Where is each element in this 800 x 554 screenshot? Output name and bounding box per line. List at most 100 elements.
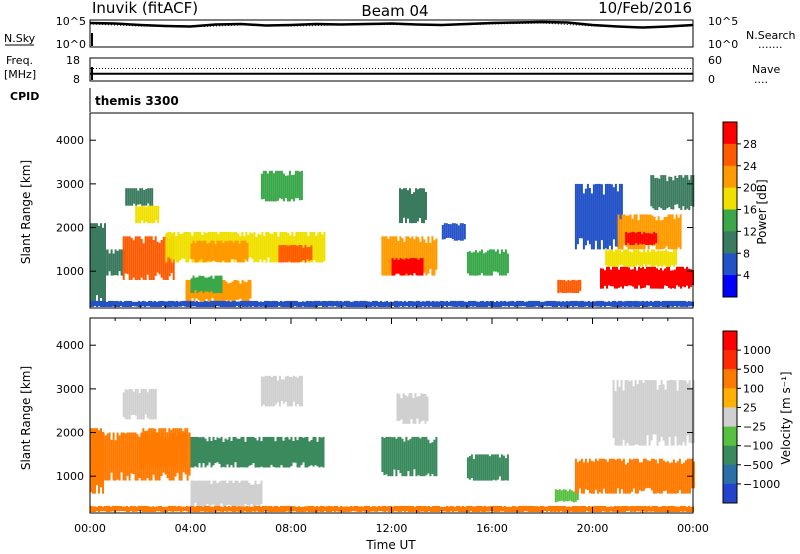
power-cell (228, 301, 230, 307)
power-cell (494, 302, 496, 307)
power-cell (110, 300, 112, 307)
velocity-cell (684, 460, 687, 494)
power-cell (383, 236, 386, 276)
power-cell (202, 275, 205, 293)
power-cell (133, 188, 136, 204)
velocity-cell (260, 441, 263, 467)
power-cell (292, 245, 295, 263)
power-cell (646, 266, 648, 286)
power-cell (262, 170, 265, 199)
power-cell (118, 249, 121, 272)
power-cell (435, 238, 438, 270)
velocity-cell (314, 436, 317, 466)
velocity-cell (638, 380, 641, 446)
velocity-cell (148, 389, 151, 420)
velocity-cell (404, 395, 407, 424)
velocity-cell (568, 506, 570, 512)
velocity-cell (276, 380, 279, 403)
velocity-cell (162, 428, 165, 468)
velocity-cell (431, 442, 434, 474)
velocity-cell (298, 436, 301, 468)
velocity-cell (140, 433, 143, 468)
power-cell (500, 249, 503, 276)
power-cell (442, 301, 444, 307)
power-cell (629, 232, 632, 245)
power-cell (664, 268, 666, 286)
power-cell (407, 236, 410, 276)
freq-panel-frame (89, 57, 694, 82)
power-cell (676, 178, 679, 205)
power-cell (660, 175, 663, 209)
velocity-region-0 (90, 428, 104, 494)
power-cell (643, 249, 646, 265)
velocity-cell (622, 390, 625, 440)
velocity-cell (460, 506, 462, 512)
power-cell (663, 251, 666, 266)
power-cell (610, 301, 612, 307)
power-cell (682, 266, 684, 287)
freq-left-tick-top: 18 (66, 54, 80, 67)
power-cell (569, 280, 572, 293)
power-cell (611, 249, 614, 267)
velocity-cell (425, 436, 428, 476)
velocity-cell (586, 506, 588, 511)
velocity-cell (550, 505, 552, 512)
power-cell (124, 236, 127, 274)
power-cell (210, 240, 213, 262)
velocity-cell (472, 458, 475, 481)
power-cell (208, 276, 211, 293)
velocity-cell (158, 428, 161, 468)
velocity-cell (318, 436, 321, 468)
velocity-cell (612, 506, 614, 512)
power-cell (658, 300, 660, 307)
velocity-cell (296, 440, 299, 468)
velocity-cell (220, 436, 223, 468)
power-cell (453, 223, 456, 241)
power-cell (302, 301, 304, 307)
velocity-cell (288, 439, 291, 468)
power-cell (669, 251, 672, 267)
velocity-cell (500, 505, 502, 512)
power-cell (476, 252, 479, 276)
velocity-cell (381, 436, 384, 473)
velocity-cell (356, 505, 358, 512)
power-cell (571, 279, 574, 293)
velocity-cell (178, 428, 181, 465)
power-cell (625, 231, 628, 245)
power-cell (532, 300, 534, 307)
power-cell (650, 266, 652, 289)
power-cell (391, 258, 394, 276)
power-cell (263, 236, 266, 261)
power-cell (561, 280, 564, 293)
power-colorbar-segment (723, 275, 737, 298)
power-cell (625, 249, 628, 267)
power-cell (422, 301, 424, 307)
power-cell (401, 189, 403, 224)
power-cell (229, 282, 232, 301)
power-cell (438, 301, 440, 307)
velocity-cell (510, 506, 512, 512)
power-cell (260, 173, 263, 200)
power-cell (415, 236, 418, 274)
velocity-cell (554, 489, 557, 503)
power-cell (488, 301, 490, 307)
velocity-cell (646, 460, 649, 488)
power-cell (633, 232, 636, 245)
power-cell (648, 301, 650, 307)
velocity-cell (570, 490, 573, 502)
power-cell (294, 245, 297, 263)
velocity-cell (256, 484, 259, 505)
power-cell (647, 249, 650, 265)
power-cell (688, 179, 691, 211)
power-cell (508, 301, 510, 307)
velocity-cell (96, 428, 98, 485)
velocity-cell (282, 440, 285, 468)
velocity-cell (638, 462, 641, 491)
velocity-cell (626, 380, 629, 443)
velocity-colorbar-label-tick: 25 (743, 401, 757, 414)
velocity-cell (360, 506, 362, 512)
power-cell (218, 275, 221, 294)
velocity-cell (116, 432, 119, 480)
power-cell (391, 236, 394, 275)
velocity-cell (576, 491, 579, 501)
